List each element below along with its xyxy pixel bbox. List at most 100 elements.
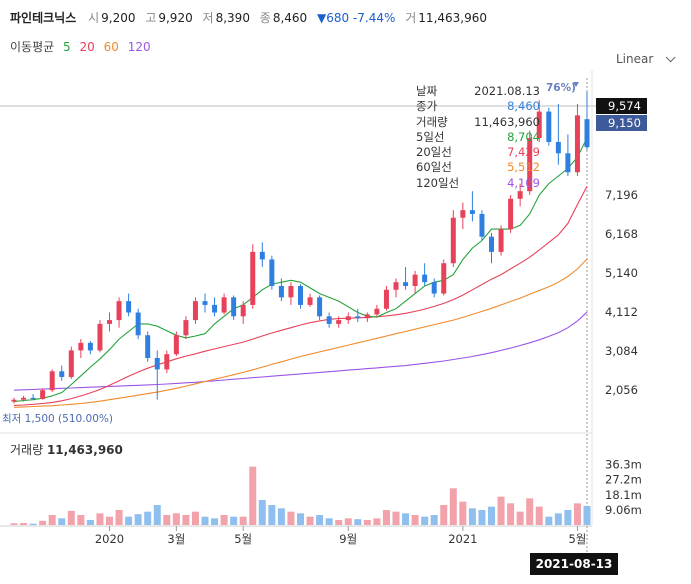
candle	[307, 293, 313, 307]
crosshair-date-badge: 2021-08-13	[530, 553, 618, 575]
candle	[40, 388, 46, 400]
candle-body	[192, 301, 198, 321]
volume-bar	[86, 520, 94, 525]
ma60-line	[13, 258, 588, 408]
candle-body	[431, 282, 437, 294]
candle	[555, 104, 561, 165]
tooltip-row: 날짜 2021.08.13	[416, 84, 540, 99]
volume-bar	[29, 523, 37, 525]
high-label: 고	[145, 11, 157, 25]
candle-body	[364, 314, 370, 319]
volume-bar	[211, 518, 219, 525]
candle	[441, 259, 447, 296]
volume-bar	[488, 506, 495, 525]
candle-body	[278, 285, 284, 298]
candle-body	[574, 115, 580, 173]
candle	[107, 312, 112, 332]
ma-legend-20[interactable]: 20	[79, 40, 95, 54]
candle-body	[546, 111, 552, 142]
candle-body	[412, 274, 418, 286]
candle-body	[68, 350, 74, 377]
volume-bar	[163, 515, 171, 525]
volume-bar	[478, 510, 486, 525]
volume-bar	[48, 515, 56, 525]
volume-value: 11,463,960	[418, 11, 488, 25]
candle	[97, 320, 103, 353]
crosshair-tooltip: 날짜 2021.08.13 종가 8,460 거래량 11,463,960 5일선 8,704…	[416, 84, 540, 191]
candle	[383, 285, 389, 311]
candle-body	[288, 285, 294, 298]
volume-bar	[191, 511, 199, 525]
volume-bar	[258, 500, 266, 525]
volume-panel-title: 거래량	[10, 443, 44, 457]
ma20-line	[13, 186, 588, 406]
y-tick-label: 2,056	[605, 383, 638, 397]
volume-bar	[382, 510, 390, 525]
candle	[326, 312, 332, 328]
candle	[298, 284, 303, 309]
tooltip-row: 20일선 7,429	[416, 145, 540, 160]
candle-body	[403, 282, 409, 286]
ma-legend-120[interactable]: 120	[127, 40, 151, 54]
candle-body	[240, 304, 246, 317]
candle	[374, 304, 380, 317]
y-tick-label: 4,112	[605, 305, 638, 319]
volume-bar	[545, 516, 553, 525]
volume-label: 거	[405, 11, 417, 25]
candle	[278, 278, 284, 302]
candle-body	[97, 323, 103, 351]
candle-body	[212, 304, 218, 313]
candle-body	[536, 111, 542, 139]
candle	[584, 91, 590, 150]
volume-bar	[554, 513, 562, 525]
candle	[288, 282, 294, 305]
candle	[202, 293, 208, 313]
volume-bar	[306, 516, 314, 525]
high-marker-icon	[573, 82, 579, 87]
volume-bar	[468, 508, 476, 525]
volume-bar	[535, 506, 543, 525]
candle	[240, 301, 246, 324]
x-tick-label: 2021	[448, 532, 477, 546]
ma-legend-5[interactable]: 5	[63, 40, 71, 54]
candle	[59, 365, 65, 381]
y-tick-label: 5,140	[605, 266, 638, 280]
candle-body	[326, 316, 332, 324]
volume-bar	[459, 501, 467, 525]
low-value: 8,390	[215, 11, 250, 25]
ma-legend-60[interactable]: 60	[103, 40, 119, 54]
volume-bar	[526, 498, 534, 525]
candle-body	[307, 297, 313, 305]
volume-bar	[201, 516, 209, 525]
scale-select[interactable]: Linear	[616, 52, 676, 66]
candle-body	[508, 198, 514, 230]
high-annotation: 76%)	[546, 82, 576, 94]
y-tick-label: 7,196	[605, 188, 638, 202]
tooltip-value: 8,460	[507, 99, 540, 114]
candle-body	[40, 390, 46, 399]
candle-body	[393, 282, 399, 290]
tooltip-value: 8,704	[507, 129, 540, 144]
candle	[126, 293, 132, 317]
volume-bar	[20, 523, 28, 525]
volume-bar	[144, 511, 152, 525]
candle-body	[221, 297, 227, 313]
volume-bar	[421, 516, 429, 525]
candle	[431, 278, 437, 298]
volume-bar	[67, 510, 75, 525]
candle-body	[498, 229, 504, 252]
candle-body	[126, 301, 132, 313]
candle	[517, 183, 523, 207]
candle	[355, 308, 361, 322]
x-tick-label: 9월	[339, 532, 357, 546]
volume-bar	[363, 520, 371, 525]
candle	[527, 130, 533, 195]
candle-body	[355, 316, 361, 319]
low-annotation: 최저 1,500 (510.00%)	[2, 413, 113, 425]
candle-body	[269, 259, 275, 286]
candle-body	[145, 335, 151, 359]
candle-body	[21, 397, 27, 400]
candle	[460, 202, 466, 230]
candle	[345, 312, 351, 324]
